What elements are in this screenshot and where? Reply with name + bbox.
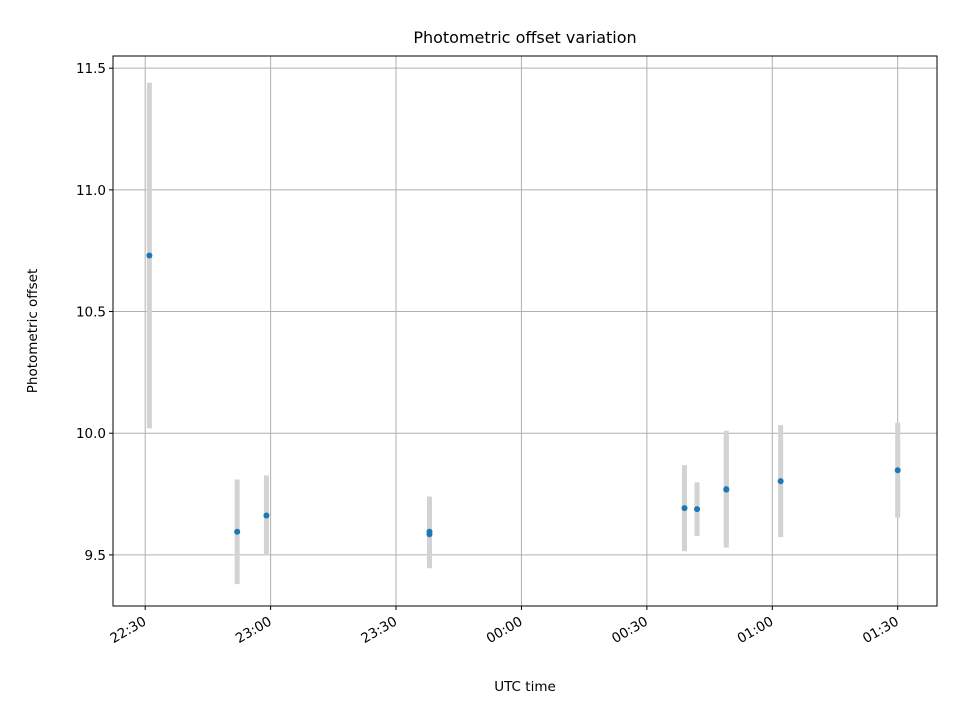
y-tick-label: 10.0: [76, 426, 106, 442]
data-point: [694, 506, 701, 513]
data-point: [263, 512, 270, 519]
chart-title: Photometric offset variation: [413, 28, 636, 47]
grid-lines: [113, 56, 937, 606]
data-point: [723, 486, 730, 493]
data-point: [426, 528, 433, 535]
y-tick-label: 11.5: [76, 61, 106, 77]
data-points: [146, 252, 901, 538]
y-tick-label: 11.0: [76, 183, 106, 199]
y-tick-label: 9.5: [85, 548, 106, 564]
data-point: [234, 528, 241, 535]
y-tick-label: 10.5: [76, 305, 106, 321]
data-point: [681, 505, 688, 512]
data-point: [777, 478, 784, 485]
y-axis-label: Photometric offset: [25, 269, 41, 393]
plot-frame: [112, 55, 938, 607]
y-axis-ticks: 9.5 10.0 10.5 11.0 11.5: [76, 61, 113, 564]
x-axis-label: UTC time: [494, 679, 556, 695]
data-point: [894, 467, 901, 474]
data-point: [146, 252, 153, 259]
